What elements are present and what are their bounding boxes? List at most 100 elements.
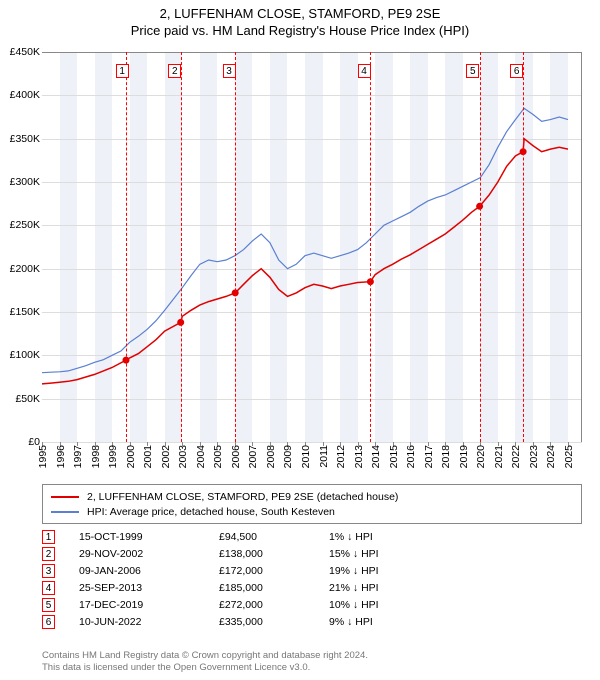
event-number-box: 5 — [466, 64, 479, 78]
title-line-1: 2, LUFFENHAM CLOSE, STAMFORD, PE9 2SE — [0, 6, 600, 21]
x-tick-label: 1997 — [72, 445, 84, 468]
legend-label-paid: 2, LUFFENHAM CLOSE, STAMFORD, PE9 2SE (d… — [87, 491, 398, 503]
x-tick-label: 2004 — [195, 445, 207, 468]
event-line — [126, 52, 127, 442]
transaction-diff: 15% ↓ HPI — [329, 548, 439, 560]
x-tick-label: 2018 — [440, 445, 452, 468]
transaction-row: 3 09-JAN-2006£172,00019% ↓ HPI — [42, 562, 582, 579]
transaction-number-box: 6 — [42, 615, 55, 629]
y-tick-label: £150K — [10, 306, 40, 318]
x-tick-label: 2022 — [510, 445, 522, 468]
transaction-price: £272,000 — [219, 599, 329, 611]
y-tick-label: £450K — [10, 46, 40, 58]
x-tick-label: 2023 — [528, 445, 540, 468]
x-tick-label: 2012 — [335, 445, 347, 468]
x-tick-label: 2021 — [493, 445, 505, 468]
event-number-box: 4 — [358, 64, 371, 78]
event-line — [370, 52, 371, 442]
x-tick-label: 2017 — [423, 445, 435, 468]
y-tick-label: £100K — [10, 349, 40, 361]
series-line — [42, 108, 568, 372]
x-tick-label: 2016 — [405, 445, 417, 468]
y-tick-label: £200K — [10, 263, 40, 275]
gridline-h — [42, 442, 582, 443]
series-line — [42, 139, 568, 384]
transactions-table: 115-OCT-1999£94,5001% ↓ HPI229-NOV-2002£… — [42, 528, 582, 630]
transaction-date: 25-SEP-2013 — [79, 582, 219, 594]
x-tick-label: 2008 — [265, 445, 277, 468]
transaction-price: £138,000 — [219, 548, 329, 560]
x-tick-label: 2003 — [177, 445, 189, 468]
x-tick-label: 2000 — [125, 445, 137, 468]
x-tick-label: 2019 — [458, 445, 470, 468]
event-number-box: 2 — [168, 64, 181, 78]
x-tick-label: 2011 — [318, 445, 330, 468]
event-number-box: 1 — [116, 64, 129, 78]
y-tick-label: £50K — [15, 393, 40, 405]
legend-row: HPI: Average price, detached house, Sout… — [51, 504, 573, 519]
transaction-number-box: 4 — [42, 581, 55, 595]
event-line — [523, 52, 524, 442]
x-tick-label: 1995 — [37, 445, 49, 468]
x-tick-label: 2009 — [282, 445, 294, 468]
event-line — [480, 52, 481, 442]
y-tick-label: £400K — [10, 89, 40, 101]
transaction-date: 10-JUN-2022 — [79, 616, 219, 628]
transaction-diff: 1% ↓ HPI — [329, 531, 439, 543]
y-tick-label: £300K — [10, 176, 40, 188]
legend: 2, LUFFENHAM CLOSE, STAMFORD, PE9 2SE (d… — [42, 484, 582, 524]
transaction-number-box: 5 — [42, 598, 55, 612]
transaction-price: £172,000 — [219, 565, 329, 577]
transaction-price: £335,000 — [219, 616, 329, 628]
y-tick-label: £250K — [10, 219, 40, 231]
title-line-2: Price paid vs. HM Land Registry's House … — [0, 23, 600, 38]
x-tick-label: 2015 — [388, 445, 400, 468]
event-number-box: 6 — [510, 64, 523, 78]
event-line — [181, 52, 182, 442]
transaction-date: 09-JAN-2006 — [79, 565, 219, 577]
event-line — [235, 52, 236, 442]
x-tick-label: 2014 — [370, 445, 382, 468]
transaction-diff: 19% ↓ HPI — [329, 565, 439, 577]
transaction-row: 6 10-JUN-2022£335,0009% ↓ HPI — [42, 613, 582, 630]
transaction-date: 15-OCT-1999 — [79, 531, 219, 543]
x-tick-label: 1999 — [107, 445, 119, 468]
transaction-number-box: 2 — [42, 547, 55, 561]
y-tick-label: £350K — [10, 133, 40, 145]
transaction-row: 2 29-NOV-2002£138,00015% ↓ HPI — [42, 545, 582, 562]
transaction-price: £185,000 — [219, 582, 329, 594]
x-tick-label: 2024 — [545, 445, 557, 468]
transaction-row: 1 15-OCT-1999£94,5001% ↓ HPI — [42, 528, 582, 545]
x-tick-label: 2020 — [475, 445, 487, 468]
x-tick-label: 1996 — [55, 445, 67, 468]
x-tick-label: 2025 — [563, 445, 575, 468]
legend-swatch-paid — [51, 496, 79, 498]
transaction-row: 4 25-SEP-2013£185,00021% ↓ HPI — [42, 579, 582, 596]
x-tick-label: 2002 — [160, 445, 172, 468]
transaction-date: 17-DEC-2019 — [79, 599, 219, 611]
footer-line-2: This data is licensed under the Open Gov… — [42, 662, 368, 674]
legend-label-hpi: HPI: Average price, detached house, Sout… — [87, 506, 335, 518]
event-number-box: 3 — [223, 64, 236, 78]
transaction-row: 5 17-DEC-2019£272,00010% ↓ HPI — [42, 596, 582, 613]
transaction-date: 29-NOV-2002 — [79, 548, 219, 560]
transaction-diff: 10% ↓ HPI — [329, 599, 439, 611]
x-tick-label: 2005 — [212, 445, 224, 468]
transaction-diff: 9% ↓ HPI — [329, 616, 439, 628]
transaction-price: £94,500 — [219, 531, 329, 543]
legend-swatch-hpi — [51, 511, 79, 513]
x-tick-label: 2010 — [300, 445, 312, 468]
footer-line-1: Contains HM Land Registry data © Crown c… — [42, 650, 368, 662]
x-tick-label: 2006 — [230, 445, 242, 468]
chart: 123456 £0£50K£100K£150K£200K£250K£300K£3… — [42, 52, 582, 442]
transaction-number-box: 1 — [42, 530, 55, 544]
chart-lines — [42, 52, 582, 442]
x-tick-label: 2013 — [353, 445, 365, 468]
x-tick-label: 2007 — [247, 445, 259, 468]
x-tick-label: 2001 — [142, 445, 154, 468]
x-tick-label: 1998 — [90, 445, 102, 468]
transaction-diff: 21% ↓ HPI — [329, 582, 439, 594]
transaction-number-box: 3 — [42, 564, 55, 578]
footer: Contains HM Land Registry data © Crown c… — [42, 650, 368, 674]
legend-row: 2, LUFFENHAM CLOSE, STAMFORD, PE9 2SE (d… — [51, 489, 573, 504]
